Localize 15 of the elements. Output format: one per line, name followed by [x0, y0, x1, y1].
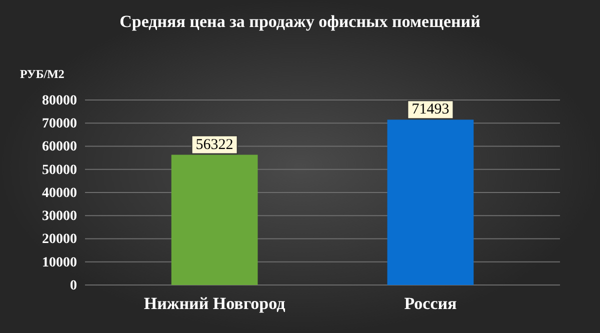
y-axis-title: РУБ/М2 [20, 67, 64, 81]
y-tick-label: 60000 [42, 140, 77, 155]
x-tick-label: Нижний Новгород [144, 294, 286, 314]
y-tick-label: 50000 [42, 162, 77, 178]
y-tick-label: 70000 [42, 116, 77, 132]
data-label: 56322 [196, 136, 234, 153]
y-tick-label: 20000 [42, 232, 77, 248]
x-tick-label: Россия [404, 294, 457, 314]
y-tick-label: 80000 [42, 93, 77, 108]
y-tick-label: 10000 [42, 255, 77, 270]
data-label: 71493 [412, 102, 450, 118]
y-tick-label: 40000 [42, 186, 77, 201]
y-tick-label: 30000 [42, 209, 77, 224]
chart-title: Средняя цена за продажу офисных помещений [120, 12, 481, 31]
y-tick-label: 0 [70, 278, 77, 294]
